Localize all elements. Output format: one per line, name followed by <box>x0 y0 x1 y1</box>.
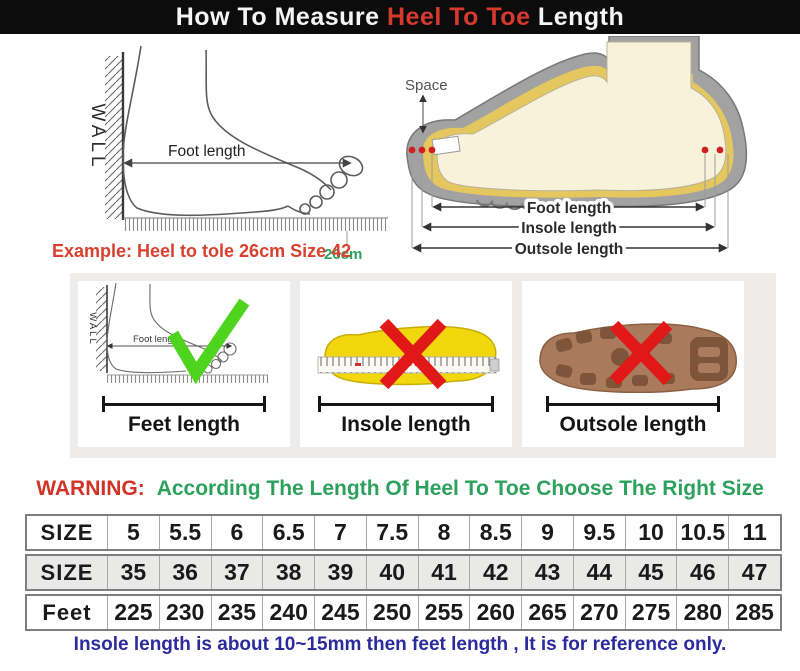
dim-outsole-length: Outsole length <box>515 241 624 258</box>
size-cell: 8.5 <box>469 516 521 549</box>
size-cell: 280 <box>676 596 728 629</box>
size-cell: 35 <box>107 556 159 589</box>
size-cell: 9.5 <box>572 516 625 549</box>
foot-outline <box>122 45 364 217</box>
shoe-section-diagram: Space Foot length Insole length Outsole … <box>405 36 748 262</box>
warning-line: WARNING: According The Length Of Heel To … <box>0 477 800 501</box>
footer-note: Insole length is about 10~15mm then feet… <box>73 634 727 655</box>
title-part1: How To Measure <box>175 2 387 31</box>
toe-cap <box>431 135 461 156</box>
size-cell: 255 <box>417 596 470 629</box>
card-label: Feet length <box>127 413 240 436</box>
foot-length-label: Foot length <box>168 143 246 160</box>
size-cell: 285 <box>728 596 780 629</box>
card-label: Insole length <box>341 413 471 436</box>
size-cell: 9 <box>521 516 573 549</box>
size-cell: 260 <box>469 596 521 629</box>
ruler <box>123 218 388 231</box>
size-cell: 10.5 <box>676 516 728 549</box>
dim-foot-length: Foot length <box>527 200 611 217</box>
title-highlight: Heel To Toe <box>387 2 531 31</box>
size-cell: 5 <box>107 516 159 549</box>
size-cell: 46 <box>676 556 728 589</box>
warning-message: According The Length Of Heel To Toe Choo… <box>156 477 764 500</box>
length-bracket <box>546 396 720 412</box>
size-cell: 42 <box>469 556 521 589</box>
size-cell: 10 <box>624 516 677 549</box>
size-row-header: Feet <box>42 599 92 625</box>
wall-hatching <box>105 56 123 219</box>
length-bracket <box>102 396 266 412</box>
title-bar: How To Measure Heel To Toe Length <box>0 0 800 34</box>
size-cell: 225 <box>107 596 159 629</box>
dimension-arrows <box>412 202 728 253</box>
example-text: Example: Heel to tole 26cm Size 42 <box>52 241 352 261</box>
measure-dots <box>408 146 724 154</box>
outsole-graphic <box>539 320 737 393</box>
methods-panel: WALL Foot length Feet length <box>70 273 776 458</box>
cross-mark-icon <box>379 318 447 390</box>
size-cell: 7.5 <box>365 516 418 549</box>
wall-label: WALL <box>87 103 108 170</box>
size-row-header: SIZE <box>40 519 94 545</box>
size-cell: 6 <box>210 516 263 549</box>
size-cell: 38 <box>262 556 314 589</box>
size-cell: 40 <box>365 556 418 589</box>
size-cell: 275 <box>624 596 677 629</box>
cross-mark-icon <box>609 320 673 386</box>
size-cell: 11 <box>728 516 780 549</box>
title-part2: Length <box>530 2 625 31</box>
size-cell: 44 <box>572 556 625 589</box>
mini-foot-outline <box>106 282 237 374</box>
size-cell: 45 <box>624 556 677 589</box>
size-row-us: SIZE 5 5.5 6 6.5 7 7.5 8 8.5 9 9.5 10 10.5 11 <box>25 514 782 551</box>
size-cell: 43 <box>521 556 573 589</box>
size-cell: 8 <box>417 516 470 549</box>
space-label: Space <box>405 77 448 94</box>
warning-prefix: WARNING: <box>36 477 145 500</box>
card-label: Outsole length <box>559 413 707 436</box>
extension-lines <box>411 154 729 248</box>
size-cell: 245 <box>314 596 366 629</box>
size-cell: 41 <box>417 556 470 589</box>
size-row-eu: SIZE 35 36 37 38 39 40 41 42 43 44 45 46 47 <box>25 554 782 591</box>
insole-graphic <box>317 318 500 390</box>
card-feet-length: WALL Foot length Feet length <box>78 281 290 447</box>
card-outsole-length: Outsole length <box>522 281 744 447</box>
size-row-feet: Feet 225 230 235 240 245 250 255 260 265 270 275 280… <box>25 594 782 631</box>
check-mark-icon <box>167 298 250 385</box>
feet-length-graphic: WALL Foot length <box>87 282 268 385</box>
size-cell: 235 <box>210 596 263 629</box>
foot-shape <box>436 41 727 192</box>
size-cell: 36 <box>158 556 211 589</box>
size-table: SIZE 5 5.5 6 6.5 7 7.5 8 8.5 9 9.5 10 10.5 11 SIZE 35 3… <box>25 514 782 634</box>
size-cell: 39 <box>314 556 366 589</box>
size-cell: 47 <box>728 556 780 589</box>
size-cell: 5.5 <box>158 516 211 549</box>
dim-insole-length: Insole length <box>521 220 617 237</box>
size-cell: 37 <box>210 556 263 589</box>
size-row-header: SIZE <box>40 559 94 585</box>
size-cell: 250 <box>365 596 418 629</box>
card-insole-length: Insole length <box>300 281 512 447</box>
foot-measure-diagram: WALL Foot length <box>87 45 388 246</box>
ruler-mark-value: 26cm <box>324 246 363 263</box>
mini-wall-label: WALL <box>87 312 98 346</box>
size-cell: 265 <box>521 596 573 629</box>
length-bracket <box>318 396 494 412</box>
size-cell: 230 <box>158 596 211 629</box>
mini-foot-length-label: Foot length <box>133 334 181 345</box>
size-cell: 240 <box>262 596 314 629</box>
size-cell: 270 <box>572 596 625 629</box>
size-cell: 6.5 <box>262 516 314 549</box>
size-cell: 7 <box>314 516 366 549</box>
